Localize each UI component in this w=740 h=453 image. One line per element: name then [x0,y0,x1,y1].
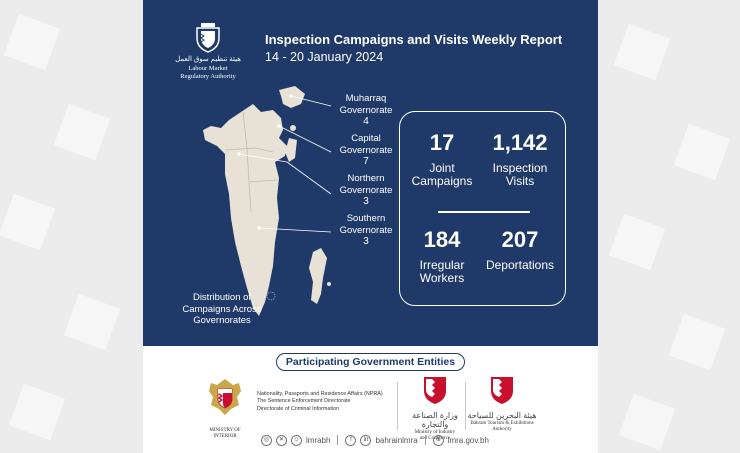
report-dates: 14 - 20 January 2024 [265,50,384,64]
report-title: Inspection Campaigns and Visits Weekly R… [265,32,563,47]
sitra-island [285,138,297,162]
entity-separator [465,382,466,430]
bahrain-map [203,86,332,316]
linkedin-icon[interactable]: in [360,434,372,446]
participating-heading: Participating Government Entities [276,353,465,371]
governorate-southern: Southern Governorate 3 [339,213,393,247]
report-header-panel: ﻫﻴﺌﺔ ﺗﻨﻈﻴﻢ ﺳﻮﻕ ﺍﻟﻌﻤﻞ Labour Market Regul… [143,0,598,346]
btea-arabic-wordmark: ﻫﻴﺌﺔ ﺍﻟﺒﺤﺮﻳﻦ ﻟﻠﺴﻴﺎﺣﺔ [467,411,537,420]
map-caption: Distribution of Campaigns Across Governo… [182,292,262,326]
entity-separator [397,382,398,430]
footer-separator [424,435,426,445]
npra-directorates: Nationality, Passports and Residence Aff… [257,391,383,412]
report-card: ﻫﻴﺌﺔ ﺗﻨﻈﻴﻢ ﺳﻮﻕ ﺍﻟﻌﻤﻞ Labour Market Regul… [143,0,598,453]
facebook-icon[interactable]: f [345,434,357,446]
ministry-of-industry-logo: ﻭﺯﺍﺭﺓ ﺍﻟﺼﻨﺎﻋﺔ ﻭﺍﻟﺘﺠﺎﺭﺓ Ministry of Indus… [405,375,465,442]
footer-separator [337,435,339,445]
participating-entities-section: Participating Government Entities MINIST… [143,346,598,453]
lmra-arabic-wordmark: ﻫﻴﺌﺔ ﺗﻨﻈﻴﻢ ﺳﻮﻕ ﺍﻟﻌﻤﻞ [175,56,241,63]
btea-caption: Bahrain Tourism & Exhibitions Authority [470,421,534,432]
globe-icon[interactable]: ⊕ [432,434,444,446]
website-link[interactable]: lmra.gov.bh [447,435,489,445]
instagram-icon[interactable]: ◎ [261,434,272,446]
governorate-northern: Northern Governorate 3 [339,173,393,207]
handle-bahrainlmra[interactable]: bahrainlmra [375,435,418,445]
bahrain-emblem-icon [491,377,513,404]
lmra-emblem-icon [196,23,220,53]
npra-caption: MINISTRY OF INTERIOR [209,428,241,439]
logo-text: Labour Market Regulatory Authority [180,65,236,80]
stat-inspection-visits: 1,142 Inspection Visits [492,130,548,188]
snapchat-icon[interactable]: ☺ [291,434,302,446]
bahrain-main-island [203,104,287,316]
ministry-of-interior-emblem-icon [209,379,241,415]
bahrain-emblem-icon [424,377,446,404]
stat-joint-campaigns: 17 Joint Campaigns [411,130,473,188]
governorate-muharraq: Muharraq Governorate 4 [339,93,393,127]
stat-deportations: 207 Deportations [485,227,555,272]
moic-arabic-wordmark: ﻭﺯﺍﺭﺓ ﺍﻟﺼﻨﺎﻋﺔ ﻭﺍﻟﺘﺠﺎﺭﺓ [412,411,458,429]
hawar-islands [309,248,327,304]
stats-divider [438,211,530,213]
social-footer: ◎ ✕ ☺ lmrabh f in bahrainlmra ⊕ lmra.gov… [261,433,491,447]
stats-panel: 17 Joint Campaigns 1,142 Inspection Visits… [399,111,566,306]
lmra-logo: ﻫﻴﺌﺔ ﺗﻨﻈﻴﻢ ﺳﻮﻕ ﺍﻟﻌﻤﻞ Labour Market Regul… [173,20,243,81]
btea-logo: ﻫﻴﺌﺔ ﺍﻟﺒﺤﺮﻳﻦ ﻟﻠﺴﻴﺎﺣﺔ Bahrain Tourism & E… [467,375,537,433]
x-icon[interactable]: ✕ [276,434,287,446]
governorate-capital: Capital Governorate 7 [339,133,393,167]
ministry-of-interior-logo: MINISTRY OF INTERIOR [205,377,245,440]
stat-irregular-workers: 184 Irregular Workers [419,227,465,285]
handle-lmrabh[interactable]: lmrabh [306,435,331,445]
